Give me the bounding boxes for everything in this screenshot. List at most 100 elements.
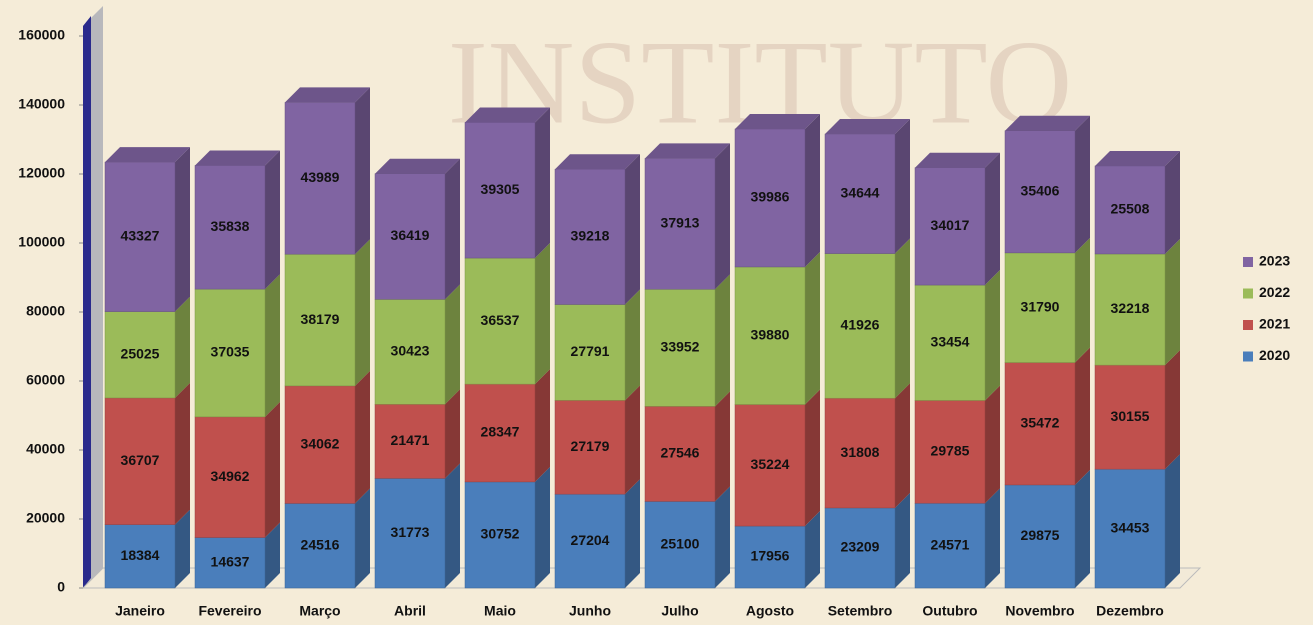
- data-label: 29785: [931, 443, 970, 459]
- bar-side: [355, 87, 370, 255]
- data-label: 29875: [1021, 527, 1060, 543]
- x-tick-label: Abril: [394, 603, 426, 619]
- bar-side: [175, 382, 190, 525]
- bar-side: [445, 158, 460, 300]
- bar-side: [535, 107, 550, 259]
- data-label: 39986: [751, 189, 790, 205]
- bar-side: [355, 239, 370, 386]
- bar-top: [105, 147, 190, 163]
- bar-top: [555, 154, 640, 170]
- y-tick-label: 0: [57, 579, 65, 595]
- bar-top: [645, 143, 730, 159]
- bar-side: [355, 488, 370, 588]
- bar-side: [985, 152, 1000, 286]
- data-label: 17956: [751, 548, 790, 564]
- bar-segment: [1094, 165, 1166, 255]
- legend-swatch: [1243, 257, 1253, 267]
- legend-swatch: [1243, 351, 1253, 362]
- bar-side: [535, 243, 550, 385]
- bar-side: [715, 486, 730, 588]
- data-label: 33952: [661, 339, 700, 355]
- y-tick-label: 60000: [26, 372, 65, 388]
- x-tick-label: Novembro: [1005, 603, 1074, 619]
- data-label: 37913: [661, 215, 700, 231]
- data-label: 14637: [211, 553, 250, 569]
- bar-segment: [284, 385, 356, 504]
- data-label: 35472: [1021, 414, 1060, 430]
- x-tick-label: Junho: [569, 603, 611, 619]
- bar-segment: [734, 266, 806, 405]
- x-tick-label: Maio: [484, 603, 516, 619]
- data-label: 39218: [571, 228, 610, 244]
- bar-side: [625, 385, 640, 495]
- x-tick-label: Outubro: [922, 603, 977, 619]
- bar-segment: [554, 304, 626, 401]
- x-tick-label: Setembro: [828, 603, 893, 619]
- bar-top: [465, 107, 550, 123]
- bar-side: [805, 389, 820, 527]
- data-label: 31808: [841, 444, 880, 460]
- bar-segment: [734, 128, 806, 268]
- x-tick-label: Agosto: [746, 603, 794, 619]
- y-tick-label: 40000: [26, 441, 65, 457]
- bar-segment: [554, 493, 626, 589]
- data-label: 25508: [1111, 201, 1150, 217]
- bar-segment: [1094, 253, 1166, 366]
- bar-segment: [1094, 468, 1166, 589]
- bar-segment: [374, 299, 446, 405]
- data-label: 23209: [841, 539, 880, 555]
- bar-side: [1075, 115, 1090, 253]
- bar-side: [625, 154, 640, 305]
- data-label: 30423: [391, 343, 430, 359]
- bar-segment: [194, 165, 266, 290]
- x-tick-label: Julho: [661, 603, 698, 619]
- bar-side: [445, 284, 460, 405]
- bar-segment: [464, 481, 536, 589]
- x-tick-label: Dezembro: [1096, 603, 1164, 619]
- bar-side: [535, 369, 550, 482]
- y-tick-label: 80000: [26, 303, 65, 319]
- data-label: 35838: [211, 218, 250, 234]
- x-tick-label: Fevereiro: [198, 603, 261, 619]
- y-tick-label: 140000: [18, 96, 65, 112]
- bar-segment: [644, 501, 716, 589]
- bar-side: [175, 296, 190, 398]
- bar-side: [895, 492, 910, 588]
- bar-segment: [284, 253, 356, 387]
- bar-segment: [734, 525, 806, 589]
- legend-label: 2022: [1259, 284, 1290, 300]
- bar-side: [265, 274, 280, 417]
- bar-side: [1165, 150, 1180, 254]
- data-label: 34962: [211, 468, 250, 484]
- data-label: 31790: [1021, 298, 1060, 314]
- bar-side: [1165, 454, 1180, 588]
- bar-segment: [194, 288, 266, 418]
- bar-side: [175, 509, 190, 588]
- bar-segment: [104, 397, 176, 525]
- bar-side: [175, 147, 190, 312]
- bar-segment: [1004, 252, 1076, 363]
- data-label: 33454: [931, 333, 970, 349]
- data-label: 24516: [301, 536, 340, 552]
- bar-segment: [914, 400, 986, 504]
- data-label: 34453: [1111, 519, 1150, 535]
- data-label: 39305: [481, 181, 520, 197]
- y-tick-label: 100000: [18, 234, 65, 250]
- data-label: 31773: [391, 524, 430, 540]
- bar-segment: [464, 257, 536, 385]
- bar-side: [715, 391, 730, 502]
- bar-segment: [824, 253, 896, 399]
- data-label: 30155: [1111, 408, 1150, 424]
- data-label: 35224: [751, 456, 790, 472]
- data-label: 21471: [391, 432, 430, 448]
- bar-top: [1095, 150, 1180, 166]
- legend-swatch: [1243, 320, 1253, 330]
- bar-side: [1075, 347, 1090, 485]
- data-label: 36707: [121, 452, 160, 468]
- bar-side: [265, 522, 280, 588]
- bar-side: [715, 143, 730, 290]
- data-label: 41926: [841, 317, 880, 333]
- data-label: 43989: [301, 169, 340, 185]
- data-label: 36537: [481, 312, 520, 328]
